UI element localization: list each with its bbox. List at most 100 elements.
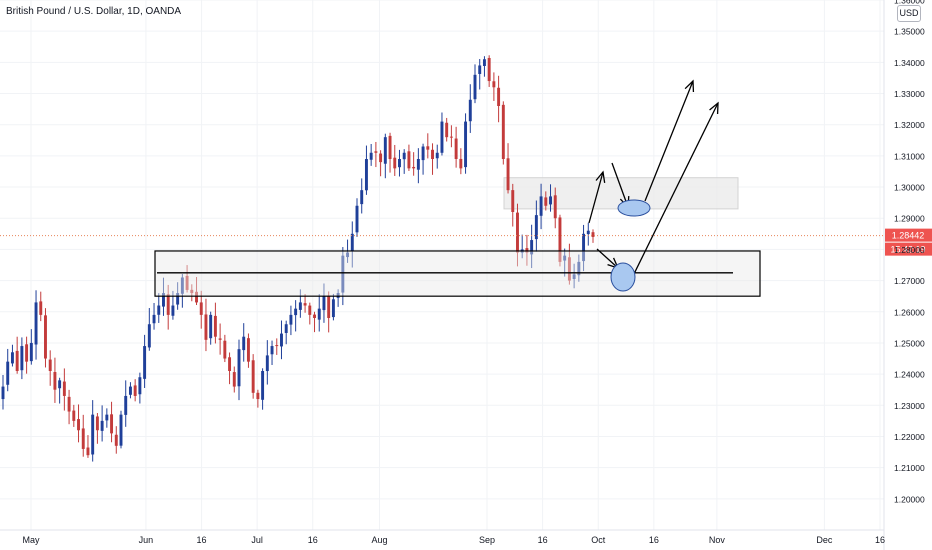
- candle-body: [459, 158, 463, 169]
- candle-body: [6, 361, 10, 385]
- candle: [591, 229, 595, 243]
- candle-body: [567, 257, 571, 281]
- candle: [261, 368, 265, 410]
- candle: [77, 404, 80, 443]
- candle: [553, 187, 557, 229]
- candle: [563, 248, 567, 277]
- candle-body: [133, 385, 137, 396]
- price-axis[interactable]: 1.20000 1.21000 1.22000 1.23000 1.24000 1.250…: [883, 0, 925, 550]
- price-tick-label: 1.20000: [894, 494, 925, 504]
- price-tick-label: 1.23000: [894, 401, 925, 411]
- candle-body: [152, 314, 156, 324]
- candle: [511, 183, 515, 227]
- currency-button[interactable]: USD: [897, 5, 921, 22]
- candle: [105, 408, 109, 428]
- price-tick-label: 1.21000: [894, 463, 925, 473]
- candle: [294, 300, 298, 332]
- candle-body: [421, 146, 425, 161]
- candle: [506, 143, 510, 194]
- candle-body: [487, 57, 491, 82]
- candle: [119, 410, 123, 449]
- candle-body: [124, 395, 128, 415]
- candle: [204, 298, 208, 352]
- candle: [199, 290, 203, 329]
- candle-body: [355, 205, 359, 233]
- candle-body: [383, 137, 387, 164]
- candle: [185, 265, 189, 293]
- time-tick-label: 16: [308, 535, 318, 545]
- candle-body: [275, 345, 279, 347]
- candle: [72, 404, 76, 427]
- candle: [166, 284, 170, 330]
- candle-body: [195, 291, 198, 303]
- retest-ellipse: [617, 199, 651, 217]
- candle-body: [190, 289, 194, 294]
- candle: [289, 305, 293, 336]
- candle: [152, 302, 156, 330]
- time-axis[interactable]: May Jun 16 Jul 16 Aug Sep 16 Oct 16 Nov Dec 16: [0, 529, 885, 545]
- candle: [110, 401, 114, 443]
- candle: [138, 372, 142, 404]
- candle: [416, 148, 420, 184]
- candle-body: [237, 349, 241, 387]
- candle: [549, 184, 552, 212]
- candle: [341, 247, 345, 306]
- price-tick-label: 1.27000: [894, 276, 925, 286]
- candle: [327, 291, 331, 333]
- candle: [308, 302, 312, 325]
- candle: [539, 183, 543, 230]
- price-tick-label: 1.30000: [894, 183, 925, 193]
- candle-body: [81, 428, 85, 449]
- candle: [270, 340, 274, 366]
- candle-body: [180, 277, 184, 294]
- candle-body: [308, 305, 312, 315]
- candle: [355, 198, 359, 237]
- candle: [128, 382, 132, 399]
- candle: [440, 112, 444, 156]
- candle-body: [563, 255, 567, 261]
- last-price-label: 1.28442: [892, 231, 925, 241]
- candle: [482, 56, 486, 77]
- candle-body: [242, 336, 246, 351]
- candle: [95, 413, 99, 444]
- candle: [237, 339, 241, 401]
- candle: [374, 141, 378, 168]
- time-tick-label: May: [22, 535, 40, 545]
- candle: [313, 311, 316, 333]
- candle: [388, 132, 392, 173]
- candle: [124, 380, 128, 427]
- candle: [577, 254, 581, 282]
- candle-body: [162, 293, 165, 307]
- target-arrowhead-2: [709, 101, 719, 115]
- candle: [44, 308, 47, 368]
- candle-body: [204, 314, 208, 340]
- candle-body: [416, 159, 420, 170]
- candle-body: [492, 81, 496, 88]
- candle-body: [58, 380, 62, 389]
- candle: [6, 348, 10, 392]
- candle-body: [544, 197, 548, 206]
- candle-body: [110, 414, 114, 434]
- candle-body: [29, 342, 33, 362]
- candle: [383, 133, 387, 179]
- candle: [218, 323, 222, 355]
- target-line-1: [644, 80, 694, 202]
- candle-body: [454, 138, 458, 159]
- candle: [1, 374, 5, 410]
- candle: [251, 354, 255, 399]
- candle: [331, 293, 335, 321]
- candle: [246, 333, 250, 368]
- candle-body: [15, 350, 19, 371]
- candle-body: [128, 386, 132, 395]
- candle: [209, 311, 213, 345]
- candle-body: [435, 152, 439, 159]
- candle-body: [270, 346, 274, 355]
- time-tick-label: Dec: [816, 535, 833, 545]
- candle-body: [157, 305, 161, 315]
- candle: [454, 126, 458, 168]
- candle-body: [256, 392, 260, 400]
- candle-body: [412, 166, 416, 169]
- candle-body: [317, 308, 321, 320]
